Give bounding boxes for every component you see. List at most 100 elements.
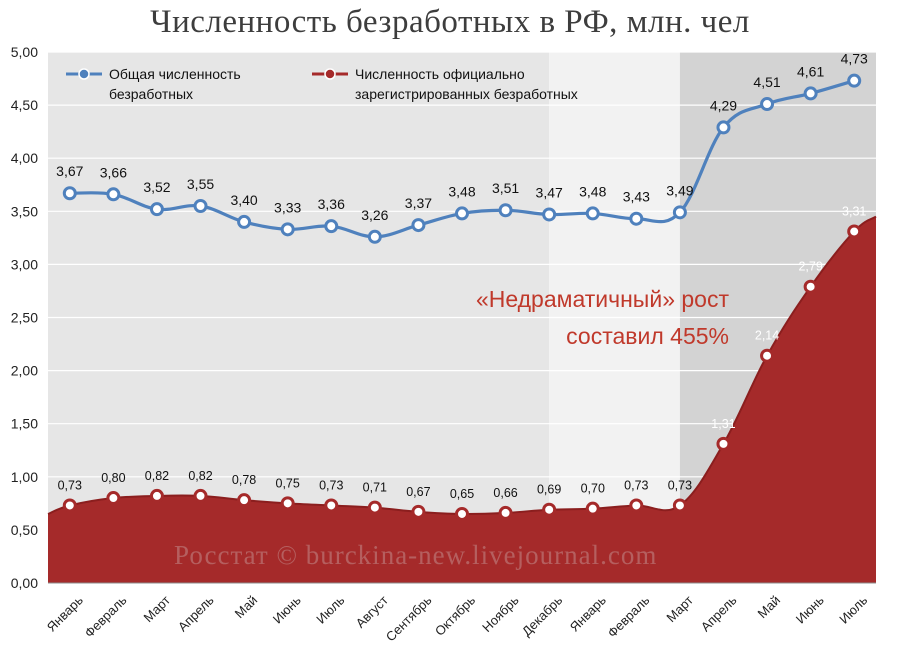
legend-label-registered: Численность официально <box>355 66 525 82</box>
registered-label: 0,67 <box>406 485 430 499</box>
total-unemployed-label: 4,61 <box>797 63 824 79</box>
legend: Общая численность безработных Численность … <box>66 66 578 102</box>
x-tick-label: Апрель <box>698 592 740 634</box>
registered-point <box>498 505 513 520</box>
registered-label: 1,31 <box>711 417 735 431</box>
y-tick-label: 5,00 <box>11 44 38 60</box>
y-tick-label: 3,00 <box>11 256 38 272</box>
legend-marker-registered <box>324 68 336 80</box>
legend-label-total: Общая численность <box>109 66 241 82</box>
total-unemployed-point <box>411 218 426 233</box>
total-unemployed-point <box>106 187 121 202</box>
total-unemployed-point <box>716 120 731 135</box>
total-unemployed-point <box>149 202 164 217</box>
registered-label: 0,82 <box>188 469 212 483</box>
total-unemployed-point <box>324 219 339 234</box>
total-unemployed-point <box>455 206 469 221</box>
registered-point <box>716 436 731 451</box>
annotation: «Недраматичный» рост составил 455% <box>476 286 729 349</box>
total-unemployed-label: 3,48 <box>579 183 606 199</box>
x-tick-label: Октябрь <box>432 592 478 638</box>
total-unemployed-point <box>237 214 252 229</box>
x-tick-label: Май <box>232 593 261 622</box>
registered-point <box>847 224 862 239</box>
total-unemployed-point <box>672 205 687 220</box>
total-unemployed-label: 3,37 <box>405 195 432 211</box>
series-markers <box>62 73 862 521</box>
registered-label: 0,82 <box>145 469 169 483</box>
y-tick-label: 1,00 <box>11 469 38 485</box>
x-tick-label: Февраль <box>604 592 652 640</box>
registered-area-fill <box>48 216 876 584</box>
registered-point <box>367 500 382 515</box>
total-unemployed-point <box>847 73 862 88</box>
total-unemployed-label: 4,29 <box>710 97 737 113</box>
y-tick-label: 2,50 <box>11 310 38 326</box>
registered-point <box>542 502 557 517</box>
total-unemployed-label: 3,47 <box>536 184 563 200</box>
total-unemployed-point <box>629 211 644 226</box>
total-unemployed-label: 4,73 <box>841 51 868 67</box>
registered-point <box>760 348 775 363</box>
registered-label: 0,71 <box>363 481 387 495</box>
registered-label: 0,70 <box>581 482 605 496</box>
total-unemployed-label: 3,67 <box>56 163 83 179</box>
x-tick-label: Январь <box>44 592 86 634</box>
watermark-text: Росстат © burckina-new.livejournal.com <box>174 540 657 570</box>
registered-label: 0,73 <box>668 478 692 492</box>
x-tick-label: Декабрь <box>519 592 566 639</box>
registered-point <box>149 488 164 503</box>
registered-point <box>803 279 818 294</box>
chart-title: Численность безработных в РФ, млн. чел <box>150 4 750 40</box>
registered-point <box>455 506 469 521</box>
total-unemployed-label: 3,33 <box>274 199 301 215</box>
y-tick-label: 1,50 <box>11 416 38 432</box>
registered-point <box>106 491 121 506</box>
total-unemployed-point <box>193 198 208 213</box>
total-unemployed-label: 3,43 <box>623 189 650 205</box>
registered-point <box>193 488 208 503</box>
x-tick-label: Июль <box>836 592 870 626</box>
registered-label: 2,79 <box>798 260 822 274</box>
x-tick-label: Август <box>353 592 391 630</box>
annotation-line-2: составил 455% <box>566 323 729 349</box>
total-unemployed-label: 3,52 <box>143 179 170 195</box>
total-unemployed-point <box>498 203 513 218</box>
y-tick-label: 4,50 <box>11 97 38 113</box>
x-tick-label: Февраль <box>82 592 130 640</box>
registered-label: 0,75 <box>276 476 300 490</box>
total-unemployed-point <box>803 86 818 101</box>
registered-point <box>280 496 295 511</box>
total-unemployed-label: 4,51 <box>753 74 780 90</box>
registered-label: 0,73 <box>319 478 343 492</box>
registered-label: 0,69 <box>537 483 561 497</box>
x-tick-label: Май <box>755 593 784 622</box>
x-tick-label: Март <box>663 592 696 625</box>
y-tick-label: 2,00 <box>11 363 38 379</box>
x-tick-label: Апрель <box>175 592 217 634</box>
total-unemployed-label: 3,49 <box>666 182 693 198</box>
total-unemployed-point <box>280 222 295 237</box>
watermark: Росстат © burckina-new.livejournal.com <box>174 540 657 570</box>
x-tick-label: Июль <box>313 592 347 626</box>
legend-marker-total <box>78 68 90 80</box>
x-tick-label: Январь <box>567 592 609 634</box>
total-unemployed-point <box>760 97 775 112</box>
registered-point <box>411 504 426 519</box>
data-labels: 3,67 3,66 3,52 3,55 3,40 3,33 3,36 3,26 3,37 3,48… <box>56 51 868 501</box>
total-unemployed-point <box>62 186 77 201</box>
annotation-line-1: «Недраматичный» рост <box>476 286 729 312</box>
x-tick-label: Июнь <box>270 592 304 626</box>
registered-label: 0,65 <box>450 487 474 501</box>
x-tick-label: Ноябрь <box>479 592 522 635</box>
registered-point <box>237 493 252 508</box>
registered-point <box>324 498 339 513</box>
y-tick-label: 3,50 <box>11 203 38 219</box>
registered-point <box>62 498 77 513</box>
total-unemployed-label: 3,51 <box>492 180 519 196</box>
total-unemployed-label: 3,55 <box>187 176 214 192</box>
total-unemployed-point <box>585 206 600 221</box>
total-unemployed-label: 3,40 <box>230 192 257 208</box>
registered-label: 3,31 <box>842 204 866 218</box>
